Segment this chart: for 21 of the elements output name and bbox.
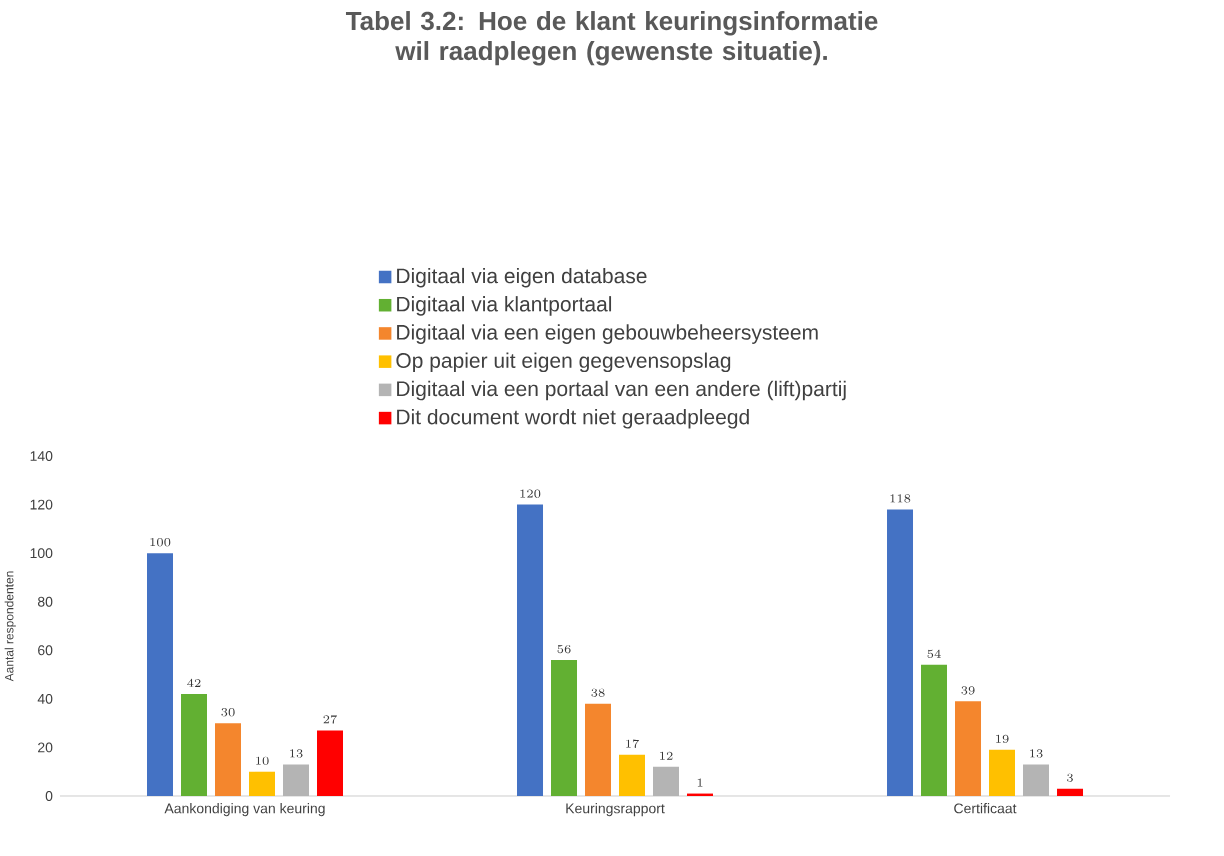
bar bbox=[517, 504, 544, 796]
legend-label: Digitaal via klantportaal bbox=[397, 296, 612, 316]
bar bbox=[585, 703, 612, 796]
legend-label: Digitaal via een eigen gebouwbeheersysteem bbox=[397, 324, 818, 344]
bar bbox=[955, 701, 982, 796]
bar bbox=[887, 509, 914, 796]
bar bbox=[249, 771, 276, 796]
bar bbox=[619, 754, 646, 796]
bar bbox=[1057, 788, 1084, 796]
chart-title: Tabel 3.2: Hoe de klant keuringsinformatie wil raadplegen (gewenste situatie). bbox=[345, 11, 878, 66]
legend-label: Dit document wordt niet geraadpleegd bbox=[397, 408, 749, 429]
bar bbox=[147, 553, 173, 796]
bar bbox=[551, 660, 578, 796]
bar bbox=[317, 730, 343, 796]
bar bbox=[215, 723, 241, 796]
legend-label: Op papier uit eigen gegevensopslag bbox=[396, 352, 731, 373]
bar bbox=[181, 694, 207, 796]
bar bbox=[989, 749, 1016, 796]
bar bbox=[921, 664, 948, 796]
legend-label: Digitaal via een portaal van een andere (lift)partij bbox=[397, 380, 846, 401]
legend-label: Digitaal via eigen database bbox=[397, 267, 647, 288]
